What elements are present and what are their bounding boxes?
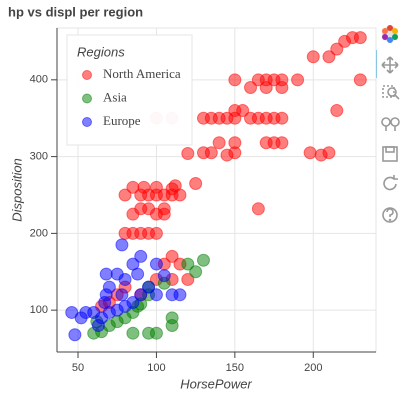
point bbox=[102, 280, 116, 294]
point bbox=[142, 326, 156, 340]
point bbox=[322, 50, 336, 64]
point bbox=[189, 265, 203, 279]
point bbox=[115, 288, 129, 302]
point bbox=[251, 202, 265, 216]
x-axis-label: HorsePower bbox=[180, 376, 252, 391]
point bbox=[196, 253, 210, 267]
point bbox=[259, 81, 273, 95]
point bbox=[275, 136, 289, 150]
point bbox=[220, 148, 234, 162]
point bbox=[149, 257, 163, 271]
y-tick-label: 100 bbox=[30, 304, 48, 316]
point bbox=[189, 176, 203, 190]
chart-title: hp vs displ per region bbox=[8, 4, 143, 19]
reset-tool[interactable] bbox=[383, 175, 398, 191]
point bbox=[126, 207, 140, 221]
point bbox=[134, 249, 148, 263]
point bbox=[157, 207, 171, 221]
point bbox=[181, 272, 195, 286]
point bbox=[118, 188, 132, 202]
x-tick-label: 150 bbox=[226, 362, 244, 374]
point bbox=[165, 311, 179, 325]
legend-box bbox=[66, 34, 193, 146]
point bbox=[181, 257, 195, 271]
legend-swatch bbox=[82, 117, 92, 127]
point bbox=[126, 326, 140, 340]
point bbox=[126, 295, 140, 309]
legend-label: Asia bbox=[103, 89, 127, 104]
point bbox=[68, 328, 82, 342]
point bbox=[314, 148, 328, 162]
y-tick-label: 400 bbox=[30, 74, 48, 86]
y-tick-label: 200 bbox=[30, 227, 48, 239]
legend-label: North America bbox=[103, 66, 181, 81]
legend-title: Regions bbox=[77, 44, 125, 59]
point bbox=[275, 81, 289, 95]
point bbox=[353, 31, 367, 45]
save-tool[interactable] bbox=[382, 146, 398, 162]
point bbox=[142, 280, 156, 294]
legend-swatch bbox=[82, 70, 92, 80]
x-tick-label: 100 bbox=[147, 362, 165, 374]
point bbox=[244, 81, 258, 95]
point bbox=[330, 42, 344, 56]
point bbox=[204, 146, 218, 160]
point bbox=[291, 73, 305, 87]
y-tick-label: 300 bbox=[30, 151, 48, 163]
point bbox=[228, 111, 242, 125]
point bbox=[149, 226, 163, 240]
help-tool[interactable] bbox=[382, 207, 398, 223]
toolbar bbox=[375, 25, 400, 223]
point bbox=[149, 180, 163, 194]
point bbox=[115, 238, 129, 252]
point bbox=[134, 288, 148, 302]
point bbox=[204, 111, 218, 125]
point bbox=[306, 50, 320, 64]
x-tick-label: 50 bbox=[72, 362, 84, 374]
box-zoom-tool[interactable] bbox=[382, 85, 400, 100]
point bbox=[228, 73, 242, 87]
point bbox=[110, 267, 124, 281]
point bbox=[157, 269, 171, 283]
y-axis-label: Disposition bbox=[9, 158, 24, 222]
point bbox=[330, 104, 344, 118]
pan-tool[interactable] bbox=[381, 56, 399, 74]
point bbox=[212, 136, 226, 150]
legend: Regions North America Asia Europe bbox=[66, 34, 193, 146]
point bbox=[251, 73, 265, 87]
point bbox=[126, 257, 140, 271]
point bbox=[149, 288, 163, 302]
wheel-zoom-tool[interactable] bbox=[381, 117, 400, 131]
point bbox=[303, 146, 317, 160]
bokeh-logo[interactable] bbox=[382, 25, 398, 43]
point bbox=[118, 226, 132, 240]
x-tick-label: 200 bbox=[304, 362, 322, 374]
point bbox=[173, 288, 187, 302]
point bbox=[275, 111, 289, 125]
point bbox=[137, 180, 151, 194]
legend-label: Europe bbox=[103, 113, 141, 128]
point bbox=[168, 179, 182, 193]
point bbox=[353, 73, 367, 87]
point bbox=[99, 267, 113, 281]
legend-swatch bbox=[82, 93, 92, 104]
point bbox=[91, 319, 105, 333]
point bbox=[165, 249, 179, 263]
point bbox=[181, 147, 195, 161]
point bbox=[338, 34, 352, 48]
